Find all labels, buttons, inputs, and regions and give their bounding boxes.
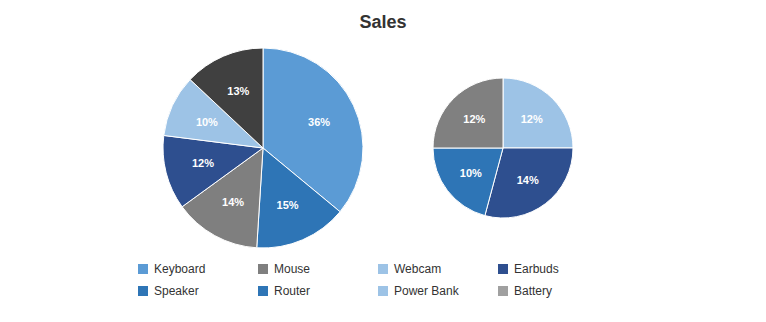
html-text:Battery: Battery: [514, 284, 552, 298]
svg-text:12%: 12%: [521, 113, 543, 125]
html-text:Sales: Sales: [359, 12, 407, 32]
html-text:Earbuds: Earbuds: [514, 262, 559, 276]
html-text:Webcam: Webcam: [394, 262, 442, 276]
html-text:Power Bank: Power Bank: [394, 284, 459, 298]
html-text:Keyboard: Keyboard: [154, 262, 206, 276]
svg-text:15%: 15%: [277, 199, 299, 211]
svg-text:14%: 14%: [517, 174, 539, 186]
svg-text:10%: 10%: [460, 167, 482, 179]
svg-text:36%: 36%: [308, 116, 330, 128]
svg-text:10%: 10%: [196, 116, 218, 128]
svg-text:14%: 14%: [222, 196, 244, 208]
svg-text:12%: 12%: [463, 113, 485, 125]
html-text:Router: Router: [274, 284, 310, 298]
svg-text:12%: 12%: [192, 157, 214, 169]
html-text:Mouse: Mouse: [274, 262, 310, 276]
svg-text:13%: 13%: [227, 85, 249, 97]
html-text:Speaker: Speaker: [154, 284, 199, 298]
